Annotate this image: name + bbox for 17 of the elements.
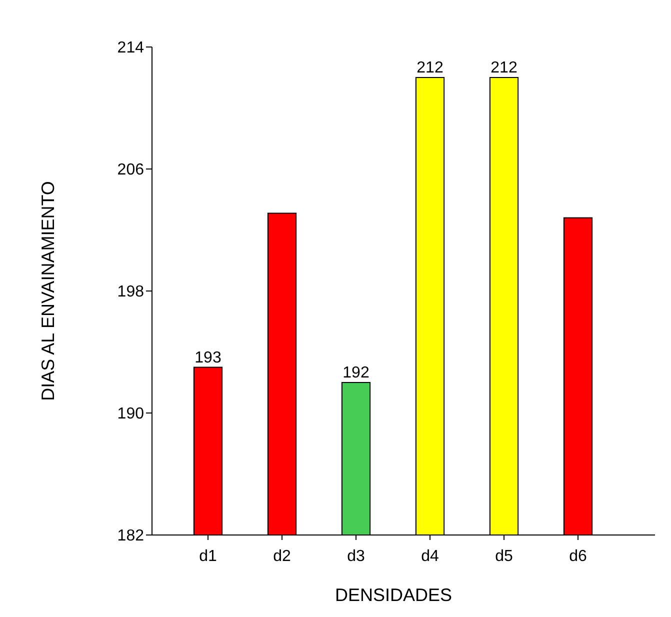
x-tick-label: d2 [273,548,291,565]
x-tick-label: d6 [569,548,587,565]
data-label: 193 [194,349,222,366]
data-label: 212 [490,60,518,76]
x-axis-title: DENSIDADES [334,585,452,605]
y-tick-label: 214 [117,40,144,57]
data-label: 212 [416,60,444,76]
y-axis-title: DIAS AL ENVAINAMIENTO [38,181,58,401]
data-label: 192 [342,364,370,382]
y-tick-label: 206 [117,162,144,179]
x-tick-label: d4 [421,548,439,565]
x-tick-label: d1 [199,548,217,565]
y-tick-label: 190 [117,406,144,423]
x-tick-label: d3 [347,548,365,565]
y-tick-label: 198 [117,284,144,301]
y-tick-label: 182 [117,528,144,545]
x-tick-label: d5 [495,548,513,565]
